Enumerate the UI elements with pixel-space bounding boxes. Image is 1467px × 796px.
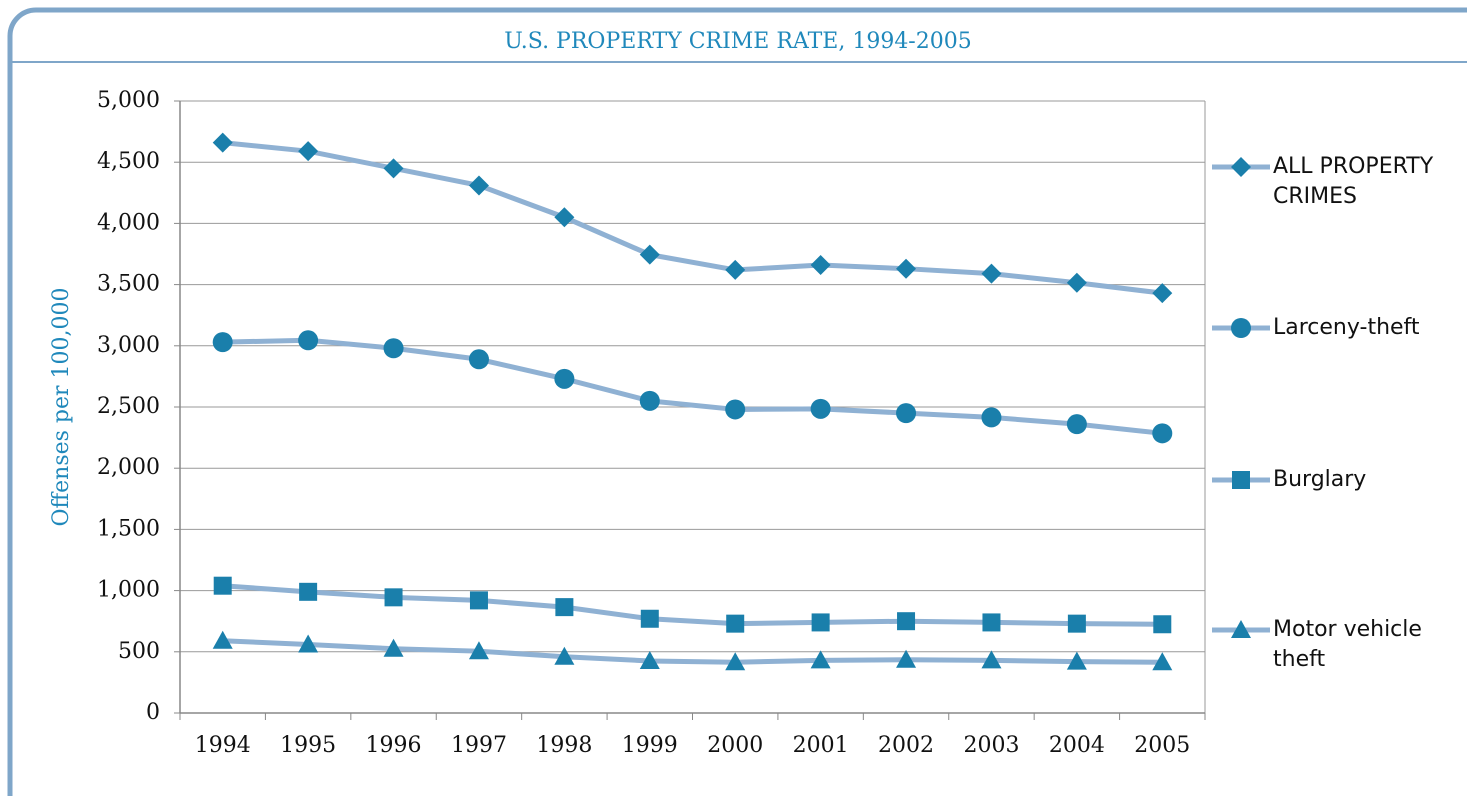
marker — [298, 141, 319, 162]
marker — [640, 609, 659, 628]
marker — [896, 258, 917, 279]
marker — [639, 244, 660, 265]
marker — [1231, 318, 1251, 338]
x-tick-label: 1996 — [366, 733, 422, 758]
marker — [1066, 414, 1087, 435]
marker — [1152, 423, 1173, 444]
marker — [896, 403, 917, 424]
legend-label: Burglary — [1273, 467, 1367, 492]
marker — [213, 576, 232, 595]
series-line — [222, 337, 1163, 436]
marker — [1152, 283, 1173, 304]
y-tick-label: 3,500 — [97, 272, 160, 297]
marker — [1067, 614, 1086, 633]
x-tick-label: 1995 — [280, 733, 336, 758]
marker — [212, 332, 233, 353]
y-tick-label: 2,000 — [97, 455, 160, 480]
legend-label: Larceny-theft — [1273, 315, 1420, 340]
y-axis-label: Offenses per 100,000 — [49, 287, 74, 526]
marker — [468, 349, 489, 370]
marker — [725, 652, 746, 671]
marker — [298, 330, 319, 351]
x-tick-label: 2004 — [1049, 733, 1105, 758]
y-tick-label: 1,000 — [97, 578, 160, 603]
marker — [1152, 652, 1173, 671]
chart-title: U.S. PROPERTY CRIME RATE, 1994-2005 — [504, 29, 971, 54]
marker — [1232, 471, 1250, 489]
marker — [384, 588, 403, 607]
marker — [469, 591, 488, 610]
series-line — [222, 140, 1163, 296]
marker — [554, 646, 575, 665]
y-tick-label: 4,000 — [97, 210, 160, 235]
y-tick-label: 5,000 — [97, 88, 160, 113]
marker — [810, 255, 831, 276]
marker — [1231, 157, 1251, 177]
series-line — [222, 638, 1163, 665]
y-tick-label: 4,500 — [97, 149, 160, 174]
marker — [383, 158, 404, 179]
marker — [555, 598, 574, 617]
x-tick-label: 2002 — [878, 733, 934, 758]
x-tick-label: 1994 — [195, 733, 251, 758]
x-tick-label: 1997 — [451, 733, 507, 758]
marker — [981, 650, 1002, 669]
marker — [1066, 272, 1087, 293]
marker — [811, 613, 830, 632]
legend-label: Motor vehicle theft — [1273, 617, 1422, 672]
x-tick-label: 2001 — [793, 733, 849, 758]
marker — [298, 634, 319, 653]
marker — [212, 630, 233, 649]
marker — [1231, 620, 1251, 638]
series-line — [222, 583, 1163, 627]
marker — [981, 263, 1002, 284]
marker — [810, 398, 831, 419]
marker — [639, 650, 660, 669]
marker — [1066, 651, 1087, 670]
marker — [299, 582, 318, 601]
marker — [383, 638, 404, 657]
marker — [810, 650, 831, 669]
marker — [726, 614, 745, 633]
marker — [981, 407, 1002, 428]
marker — [212, 132, 233, 153]
marker — [725, 259, 746, 280]
marker — [982, 613, 1001, 632]
x-tick-label: 2000 — [707, 733, 763, 758]
marker — [468, 175, 489, 196]
x-tick-label: 2005 — [1134, 733, 1190, 758]
marker — [897, 612, 916, 631]
marker — [468, 641, 489, 660]
marker — [896, 649, 917, 668]
marker — [554, 207, 575, 228]
marker — [554, 368, 575, 389]
x-tick-label: 1998 — [536, 733, 592, 758]
marker — [725, 399, 746, 420]
marker — [1153, 615, 1172, 634]
frame — [7, 7, 1467, 796]
y-tick-label: 3,000 — [97, 333, 160, 358]
legend-label: ALL PROPERTY CRIMES — [1273, 154, 1434, 209]
marker — [383, 338, 404, 359]
y-tick-label: 0 — [146, 700, 160, 725]
y-tick-label: 500 — [118, 639, 160, 664]
x-tick-label: 1999 — [622, 733, 678, 758]
x-tick-label: 2003 — [963, 733, 1019, 758]
y-tick-label: 1,500 — [97, 516, 160, 541]
marker — [639, 390, 660, 411]
y-tick-label: 2,500 — [97, 394, 160, 419]
